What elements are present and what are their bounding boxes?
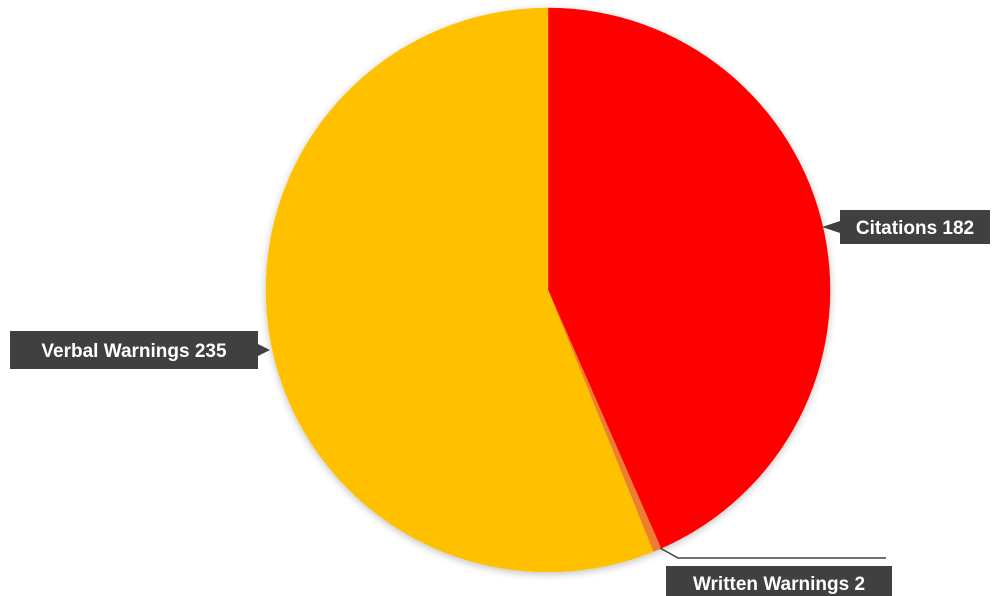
data-label-written-warnings: Written Warnings 2 — [659, 547, 892, 596]
pie-slices — [265, 7, 831, 573]
data-label-box — [822, 210, 990, 244]
data-label-box — [10, 331, 270, 369]
data-labels: Citations 182 Written Warnings 2 Verbal Wa… — [10, 210, 990, 596]
leader-line — [659, 547, 886, 559]
data-label-box — [666, 566, 892, 596]
pie-slice-citations — [547, 7, 831, 549]
pie-slice-verbal-warnings — [265, 7, 654, 573]
data-label-text: Verbal Warnings 235 — [41, 341, 227, 362]
data-label-text: Written Warnings 2 — [693, 574, 865, 595]
data-label-text: Citations 182 — [856, 218, 974, 239]
data-label-citations: Citations 182 — [822, 210, 990, 244]
data-label-verbal-warnings: Verbal Warnings 235 — [10, 331, 270, 369]
